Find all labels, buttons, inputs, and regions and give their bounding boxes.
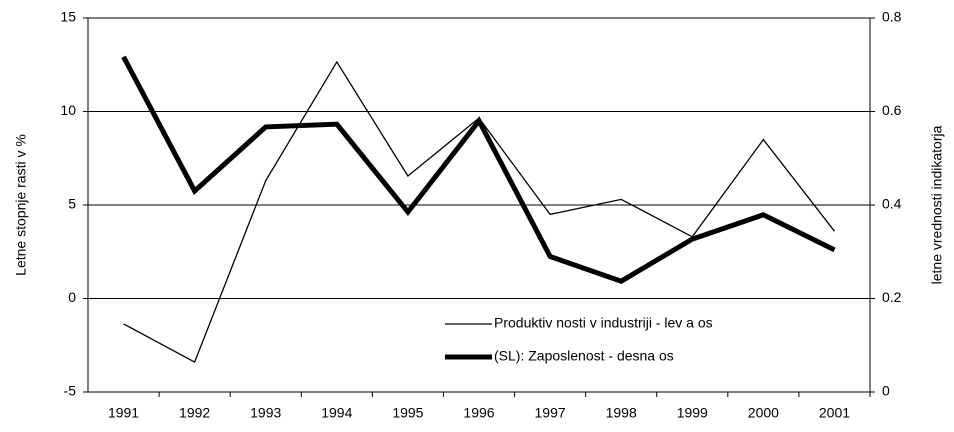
x-tick-label: 1994 (321, 405, 352, 421)
y2-axis-label: letne vrednosti indikatorja (929, 125, 945, 284)
x-tick-label: 1995 (392, 405, 423, 421)
y-tick-label: 5 (68, 196, 76, 212)
x-tick-label: 1991 (108, 405, 139, 421)
x-tick-label: 1998 (606, 405, 637, 421)
legend-label: (SL): Zaposlenost - desna os (494, 348, 674, 364)
legend-label: Produktiv nosti v industriji - lev a os (494, 315, 713, 331)
x-tick-label: 1992 (179, 405, 210, 421)
y-tick-label: 15 (60, 9, 76, 25)
y2-tick-label: 0.8 (882, 9, 902, 25)
x-tick-label: 1996 (463, 405, 494, 421)
y2-tick-label: 0.4 (882, 196, 902, 212)
y-tick-label: 10 (60, 102, 76, 118)
x-tick-label: 2000 (748, 405, 779, 421)
x-tick-label: 1993 (250, 405, 281, 421)
y-tick-label: -5 (64, 383, 77, 399)
y2-tick-label: 0.6 (882, 102, 902, 118)
series-line (123, 60, 835, 363)
y2-tick-label: 0.2 (882, 289, 902, 305)
x-tick-label: 2001 (819, 405, 850, 421)
series-line (121, 55, 836, 284)
y-axis-label: Letne stopnje rasti v % (13, 134, 29, 276)
x-tick-label: 1999 (677, 405, 708, 421)
y2-tick-label: 0 (882, 383, 890, 399)
y-tick-label: 0 (68, 289, 76, 305)
x-tick-label: 1997 (535, 405, 566, 421)
